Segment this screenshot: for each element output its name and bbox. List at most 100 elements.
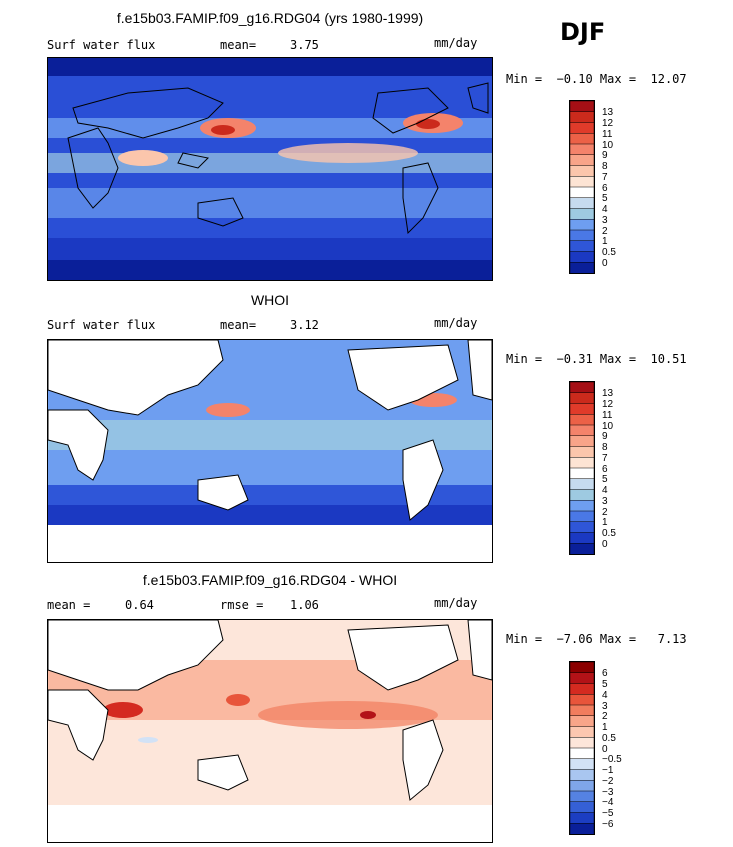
colorbar-swatch <box>569 521 595 534</box>
colorbar-label: 0 <box>602 257 608 269</box>
colorbar-label: 11 <box>602 409 613 421</box>
colorbar-label: 1 <box>602 517 608 529</box>
colorbar-swatch <box>569 812 595 824</box>
panel-2-colorbar <box>569 381 595 555</box>
colorbar-swatch <box>569 262 595 274</box>
colorbar-label: −2 <box>602 775 614 787</box>
panel-2-mean-label: mean= <box>220 318 257 332</box>
panel-3-rmse-value: 1.06 <box>290 598 319 612</box>
colorbar-swatch <box>569 661 595 674</box>
colorbar-label: 5 <box>602 193 608 205</box>
panel-3-mean-value: 0.64 <box>125 598 154 612</box>
colorbar-swatch <box>569 726 595 738</box>
colorbar-label: 2 <box>602 711 608 723</box>
colorbar-swatch <box>569 769 595 781</box>
colorbar-swatch <box>569 176 595 188</box>
colorbar-swatch <box>569 500 595 512</box>
colorbar-swatch <box>569 801 595 814</box>
colorbar-swatch <box>569 489 595 501</box>
colorbar-swatch <box>569 672 595 685</box>
panel-3-mean-label: mean = <box>47 598 91 612</box>
colorbar-swatch <box>569 424 595 437</box>
colorbar-swatch <box>569 122 595 134</box>
colorbar-label: 4 <box>602 485 608 497</box>
colorbar-swatch <box>569 543 595 555</box>
colorbar-swatch <box>569 737 595 749</box>
colorbar-label: 11 <box>602 128 613 140</box>
colorbar-label: 12 <box>602 118 614 130</box>
colorbar-label: 8 <box>602 442 608 454</box>
colorbar-swatch <box>569 165 595 177</box>
colorbar-label: 6 <box>602 463 608 475</box>
panel-2-map <box>47 339 493 563</box>
colorbar-label: −5 <box>602 808 614 820</box>
colorbar-swatch <box>569 510 595 523</box>
colorbar-swatch <box>569 478 595 491</box>
colorbar-label: 5 <box>602 679 608 691</box>
colorbar-swatch <box>569 747 595 760</box>
colorbar-swatch <box>569 457 595 469</box>
panel-1-title: f.e15b03.FAMIP.f09_g16.RDG04 (yrs 1980-1… <box>116 10 424 26</box>
colorbar-swatch <box>569 704 595 717</box>
colorbar-swatch <box>569 414 595 426</box>
panel-1-mean-label: mean= <box>220 38 257 52</box>
colorbar-swatch <box>569 780 595 792</box>
colorbar-swatch <box>569 446 595 458</box>
colorbar-swatch <box>569 240 595 253</box>
colorbar-swatch <box>569 197 595 210</box>
colorbar-label: 3 <box>602 214 608 226</box>
panel-1-min-max: Min = −0.10 Max = 12.07 <box>506 72 687 86</box>
colorbar-label: 1 <box>602 236 608 248</box>
colorbar-swatch <box>569 694 595 706</box>
colorbar-label: 10 <box>602 139 614 151</box>
colorbar-swatch <box>569 467 595 480</box>
colorbar-swatch <box>569 683 595 695</box>
panel-2-unit: mm/day <box>434 316 478 330</box>
panel-3-colorbar-labels: 6 5 4 3 2 1 0.5 0 −0.5 −1 −2 −3 −4 −5 −6 <box>602 665 632 835</box>
panel-2-min-max: Min = −0.31 Max = 10.51 <box>506 352 687 366</box>
panel-3-unit: mm/day <box>434 596 478 610</box>
colorbar-swatch <box>569 381 595 394</box>
panel-3-min-max: Min = −7.06 Max = 7.13 <box>506 632 687 646</box>
colorbar-label: 12 <box>602 399 614 411</box>
colorbar-swatch <box>569 715 595 728</box>
colorbar-swatch <box>569 532 595 544</box>
panel-1-mean-value: 3.75 <box>290 38 319 52</box>
colorbar-swatch <box>569 823 595 835</box>
colorbar-label: 4 <box>602 204 608 216</box>
colorbar-label: 0.5 <box>602 528 616 540</box>
colorbar-label: 8 <box>602 161 608 173</box>
colorbar-label: 9 <box>602 431 608 443</box>
colorbar-label: 5 <box>602 474 608 486</box>
colorbar-label: 13 <box>602 107 614 119</box>
panel-1-variable-label: Surf water flux <box>47 38 156 52</box>
colorbar-swatch <box>569 758 595 771</box>
colorbar-label: 2 <box>602 225 608 237</box>
colorbar-label: −4 <box>602 797 614 809</box>
colorbar-label: 13 <box>602 388 614 400</box>
colorbar-label: −6 <box>602 818 614 830</box>
colorbar-label: 2 <box>602 506 608 518</box>
colorbar-swatch <box>569 219 595 231</box>
panel-1-map <box>47 57 493 281</box>
colorbar-label: 0.5 <box>602 247 616 259</box>
colorbar-label: 3 <box>602 495 608 507</box>
colorbar-swatch <box>569 392 595 405</box>
panel-3-colorbar <box>569 661 595 835</box>
colorbar-label: 7 <box>602 452 608 464</box>
panel-1-colorbar-labels: 13 12 11 10 9 8 7 6 5 4 3 2 1 0.5 0 <box>602 104 632 274</box>
panel-3-map <box>47 619 493 843</box>
colorbar-swatch <box>569 403 595 415</box>
colorbar-swatch <box>569 133 595 145</box>
panel-3-rmse-label: rmse = <box>220 598 264 612</box>
colorbar-label: 6 <box>602 182 608 194</box>
colorbar-label: 0 <box>602 538 608 550</box>
colorbar-label: 4 <box>602 689 608 701</box>
colorbar-label: 1 <box>602 722 608 734</box>
colorbar-label: 3 <box>602 700 608 712</box>
colorbar-label: 10 <box>602 420 614 432</box>
panel-2-mean-value: 3.12 <box>290 318 319 332</box>
colorbar-swatch <box>569 435 595 448</box>
colorbar-label: −3 <box>602 786 614 798</box>
colorbar-swatch <box>569 251 595 263</box>
